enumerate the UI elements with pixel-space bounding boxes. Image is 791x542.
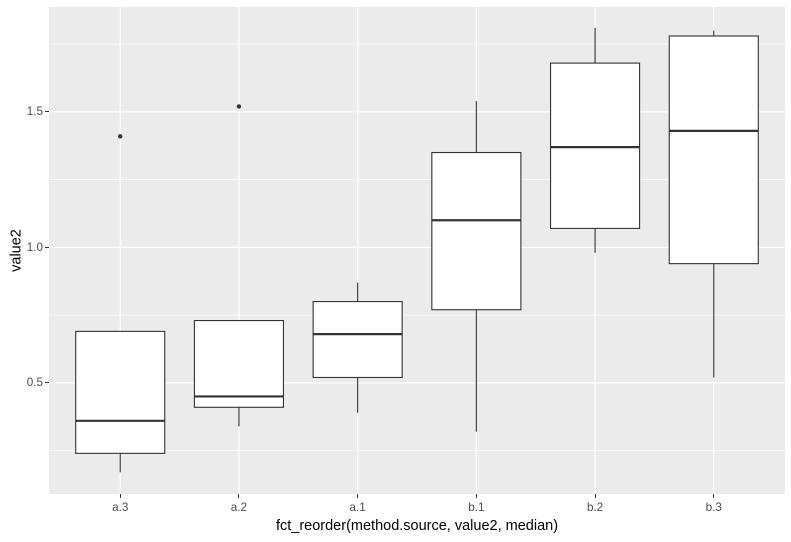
boxplot-box: [312, 301, 403, 379]
plot-panel: [49, 7, 785, 494]
outlier-point: [118, 134, 123, 139]
x-tick-label: a.3: [112, 501, 129, 514]
x-tick-mark: [238, 494, 240, 498]
x-tick-mark: [475, 494, 477, 498]
outlier-point: [236, 104, 242, 109]
x-tick-mark: [119, 494, 121, 498]
x-tick-mark: [594, 494, 596, 498]
x-axis-title: fct_reorder(method.source, value2, media…: [275, 518, 559, 534]
x-tick-mark: [713, 494, 715, 498]
boxplot-box: [668, 35, 759, 265]
x-tick-label: a.2: [230, 501, 248, 514]
x-tick-label: a.1: [349, 501, 366, 514]
boxplot-box: [431, 151, 522, 311]
y-tick-label: 1.5: [26, 105, 43, 119]
y-tick-mark: [45, 246, 49, 248]
x-tick-label: b.1: [468, 501, 485, 514]
boxplot-box: [549, 62, 641, 229]
y-tick-label: 0.5: [26, 376, 43, 390]
x-tick-label: b.2: [586, 501, 604, 514]
boxplot-box: [75, 330, 166, 454]
y-tick-mark: [45, 111, 49, 113]
boxplot-box: [193, 320, 285, 408]
x-tick-label: b.3: [705, 501, 722, 514]
boxplot-canvas: [49, 7, 785, 494]
y-tick-mark: [45, 382, 49, 384]
x-tick-mark: [357, 494, 359, 498]
y-tick-label: 1.0: [26, 240, 43, 254]
